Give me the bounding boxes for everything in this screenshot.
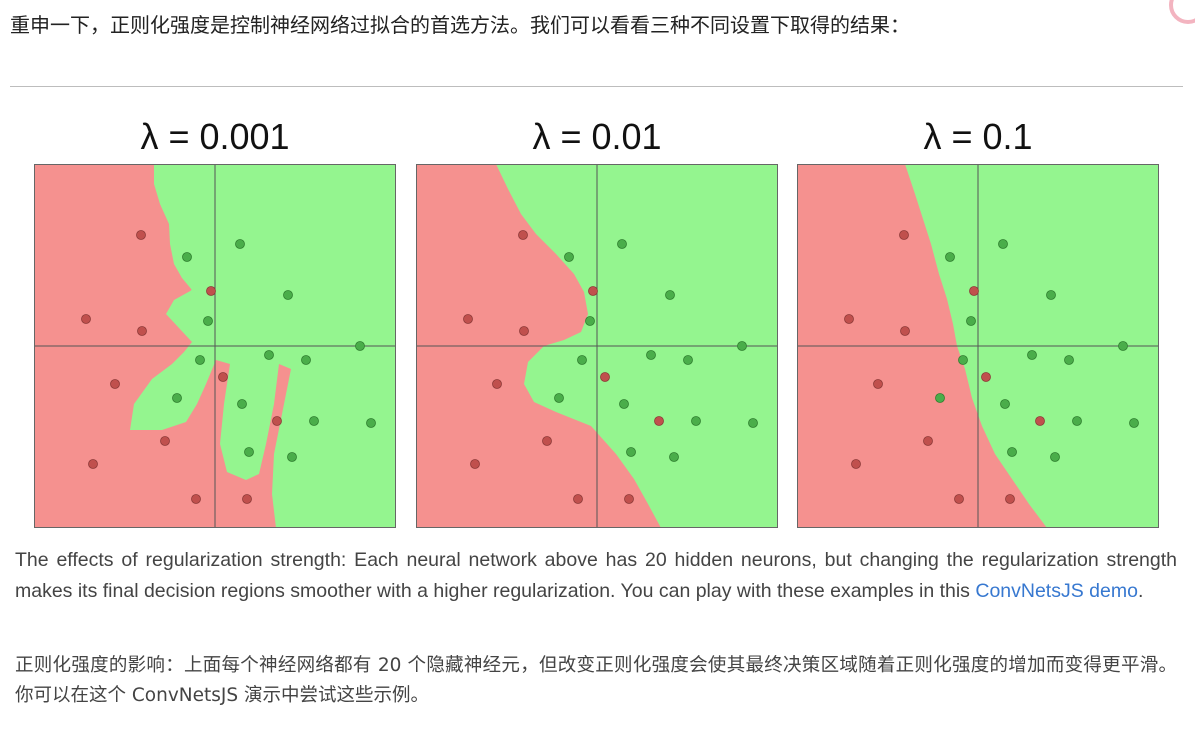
green-data-point (172, 393, 182, 403)
red-data-point (137, 326, 147, 336)
green-data-point (577, 355, 587, 365)
green-data-point (355, 341, 365, 351)
red-data-point (969, 286, 979, 296)
green-data-point (1072, 416, 1082, 426)
red-data-point (519, 326, 529, 336)
red-data-point (954, 494, 964, 504)
figure-caption: The effects of regularization strength: … (15, 545, 1177, 607)
green-data-point (617, 239, 627, 249)
green-data-point (287, 452, 297, 462)
red-data-point (206, 286, 216, 296)
red-data-point (110, 379, 120, 389)
green-data-point (235, 239, 245, 249)
green-data-point (945, 252, 955, 262)
plot-frame (34, 164, 396, 528)
green-data-point (554, 393, 564, 403)
green-data-point (1064, 355, 1074, 365)
green-data-point (998, 239, 1008, 249)
panel-lambda-0-001: λ = 0.001 (34, 100, 396, 536)
green-data-point (564, 252, 574, 262)
green-data-point (1027, 350, 1037, 360)
red-data-point (899, 230, 909, 240)
green-data-point (748, 418, 758, 428)
green-data-point (1007, 447, 1017, 457)
red-data-point (191, 494, 201, 504)
panel-title: λ = 0.01 (532, 116, 662, 157)
red-data-point (844, 314, 854, 324)
red-data-point (136, 230, 146, 240)
green-data-point (182, 252, 192, 262)
red-data-point (518, 230, 528, 240)
green-data-point (1118, 341, 1128, 351)
green-data-point (665, 290, 675, 300)
green-data-point (1046, 290, 1056, 300)
regularization-figure: λ = 0.001 λ = 0.01 λ = 0.1 (0, 100, 1195, 536)
green-data-point (619, 399, 629, 409)
red-data-point (851, 459, 861, 469)
decision-region-plot-lambda-0-1 (797, 164, 1159, 528)
red-data-point (873, 379, 883, 389)
red-data-point (1005, 494, 1015, 504)
corner-badge-icon[interactable] (1169, 0, 1195, 24)
green-region (312, 164, 344, 188)
convnetjs-demo-link[interactable]: ConvNetsJS demo (975, 580, 1138, 602)
green-data-point (301, 355, 311, 365)
green-data-point (935, 393, 945, 403)
green-data-point (683, 355, 693, 365)
intro-paragraph: 重申一下，正则化强度是控制神经网络过拟合的首选方法。我们可以看看三种不同设置下取… (10, 13, 910, 37)
green-data-point (237, 399, 247, 409)
red-data-point (1035, 416, 1045, 426)
green-data-point (585, 316, 595, 326)
green-data-point (626, 447, 636, 457)
green-data-point (966, 316, 976, 326)
green-data-point (691, 416, 701, 426)
horizontal-divider (10, 86, 1183, 87)
panel-title: λ = 0.1 (923, 116, 1033, 157)
decision-region-plot-lambda-0-01 (416, 164, 778, 528)
red-data-point (242, 494, 252, 504)
red-data-point (900, 326, 910, 336)
red-data-point (218, 372, 228, 382)
red-data-point (272, 416, 282, 426)
red-data-point (88, 459, 98, 469)
green-data-point (958, 355, 968, 365)
red-data-point (470, 459, 480, 469)
red-data-point (463, 314, 473, 324)
red-data-point (588, 286, 598, 296)
green-data-point (203, 316, 213, 326)
green-data-point (1129, 418, 1139, 428)
green-data-point (283, 290, 293, 300)
red-data-point (624, 494, 634, 504)
panel-title: λ = 0.001 (140, 116, 290, 157)
green-data-point (1050, 452, 1060, 462)
red-data-point (542, 436, 552, 446)
plot-frame (797, 164, 1159, 528)
green-data-point (669, 452, 679, 462)
green-data-point (195, 355, 205, 365)
caption-text: The effects of regularization strength: … (15, 549, 1177, 602)
red-data-point (573, 494, 583, 504)
green-data-point (309, 416, 319, 426)
green-data-point (264, 350, 274, 360)
decision-region-plot-lambda-0-001 (34, 164, 396, 528)
green-data-point (646, 350, 656, 360)
caption-period: . (1137, 580, 1144, 602)
red-data-point (600, 372, 610, 382)
translated-caption: 正则化强度的影响：上面每个神经网络都有 20 个隐藏神经元，但改变正则化强度会使… (15, 655, 1177, 706)
green-data-point (366, 418, 376, 428)
red-data-point (81, 314, 91, 324)
red-data-point (492, 379, 502, 389)
panel-lambda-0-1: λ = 0.1 (797, 100, 1159, 536)
red-data-point (923, 436, 933, 446)
plot-frame (416, 164, 778, 528)
green-data-point (1000, 399, 1010, 409)
green-data-point (737, 341, 747, 351)
green-data-point (244, 447, 254, 457)
red-data-point (654, 416, 664, 426)
red-data-point (981, 372, 991, 382)
panel-lambda-0-01: λ = 0.01 (416, 100, 778, 536)
red-data-point (160, 436, 170, 446)
